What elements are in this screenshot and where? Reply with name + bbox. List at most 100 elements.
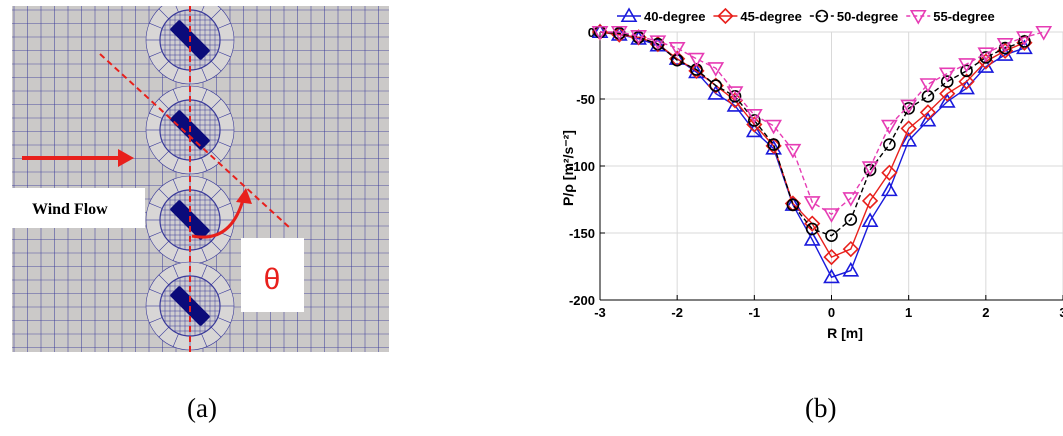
data-point-55-degree (996, 38, 1014, 53)
legend-marker (717, 7, 734, 25)
data-point-50-degree (728, 90, 742, 103)
data-point-45-degree (958, 73, 975, 90)
angle-arc (191, 195, 246, 239)
series-line-50-degree (599, 31, 1025, 237)
x-tick-label: -3 (594, 305, 606, 320)
pressure-chart: -3 -2 -1 0 1 2 3 -200 -150 -100 -50 0 40-degree 45-d… (560, 7, 1063, 341)
flow-annotations (22, 6, 291, 352)
data-point-50-degree (748, 114, 761, 127)
caption-a: (a) (187, 393, 217, 423)
pressure-chart-panel: -3 -2 -1 0 1 2 3 -200 -150 -100 -50 0 40-degree 45-d… (545, 0, 1063, 345)
chart-axes: -3 -2 -1 0 1 2 3 -200 -150 -100 -50 0 (569, 25, 1063, 320)
data-point-55-degree (900, 99, 918, 115)
data-point-55-degree (977, 47, 995, 63)
data-point-40-degree (842, 261, 860, 277)
data-point-40-degree (958, 79, 975, 95)
x-tick-label: -1 (749, 305, 761, 320)
data-point-55-degree (861, 161, 879, 176)
data-point-45-degree (996, 42, 1014, 59)
chart-series (591, 23, 1053, 284)
legend-marker (620, 7, 638, 23)
data-point-50-degree (825, 229, 838, 242)
data-point-55-degree (668, 42, 686, 57)
data-point-55-degree (688, 52, 705, 68)
data-point-55-degree (630, 29, 647, 45)
data-point-40-degree (861, 212, 879, 227)
angle-label: θ (241, 238, 304, 312)
y-tick-label: -150 (569, 226, 595, 241)
legend-label: 55-degree (933, 9, 994, 24)
data-point-40-degree (880, 181, 898, 197)
data-point-50-degree (940, 75, 954, 88)
legend-marker (909, 9, 927, 25)
data-point-45-degree (823, 248, 840, 266)
data-point-55-degree (591, 25, 609, 41)
data-point-50-degree (844, 213, 858, 226)
wind-arrow-head (118, 149, 134, 167)
angle-arrow-head (236, 188, 252, 204)
theta-symbol: θ (264, 263, 281, 296)
data-point-40-degree (900, 131, 918, 147)
data-point-45-degree (842, 240, 859, 258)
legend-item-40-degree: 40-degree (617, 7, 705, 24)
data-point-55-degree (707, 62, 725, 77)
data-point-55-degree (1016, 31, 1033, 46)
data-point-55-degree (610, 25, 628, 41)
blade-angle-line (99, 53, 291, 229)
x-tick-label: 3 (1059, 305, 1063, 320)
data-point-55-degree (919, 78, 937, 93)
data-point-45-degree (900, 120, 917, 137)
data-point-50-degree (998, 41, 1012, 55)
legend-label: 50-degree (837, 9, 898, 24)
x-tick-label: -2 (671, 305, 683, 320)
data-point-50-degree (767, 138, 780, 151)
y-tick-label: -200 (569, 293, 595, 308)
data-point-55-degree (823, 208, 840, 223)
data-point-50-degree (979, 51, 993, 64)
data-point-50-degree (786, 198, 800, 212)
data-point-45-degree (939, 85, 956, 102)
data-point-50-degree (1018, 35, 1031, 48)
x-tick-label: 0 (828, 305, 835, 320)
data-point-45-degree (804, 215, 821, 232)
y-tick-label: -100 (569, 159, 595, 174)
series-55-degree (591, 25, 1053, 223)
legend-marker (815, 9, 829, 23)
data-point-55-degree (842, 192, 860, 207)
data-point-55-degree (765, 119, 783, 135)
mesh-panel: Wind Flow θ (12, 0, 389, 352)
series-line-55-degree (600, 31, 1044, 216)
data-point-55-degree (784, 143, 802, 159)
mesh-illustration: Wind Flow θ (12, 0, 389, 352)
data-point-55-degree (726, 86, 744, 101)
data-point-45-degree (881, 164, 898, 181)
data-point-50-degree (960, 64, 973, 78)
y-axis-label: P/ρ [m²/s⁻²] (560, 130, 576, 206)
data-point-40-degree (823, 268, 840, 284)
wind-flow-label: Wind Flow (12, 188, 145, 228)
data-point-55-degree (958, 58, 975, 73)
data-point-55-degree (1035, 25, 1053, 41)
data-point-55-degree (745, 109, 763, 124)
data-point-55-degree (803, 196, 821, 211)
data-point-50-degree (690, 63, 703, 76)
legend-label: 45-degree (740, 9, 801, 24)
chart-legend: 40-degree 45-degree 50-degree 55-degree (617, 7, 995, 25)
legend-item-50-degree: 50-degree (809, 9, 898, 24)
data-point-50-degree (709, 79, 723, 92)
data-point-45-degree (861, 192, 879, 209)
data-point-40-degree (919, 111, 937, 127)
legend-item-55-degree: 55-degree (906, 9, 995, 25)
legend-item-45-degree: 45-degree (713, 7, 802, 25)
data-point-55-degree (880, 119, 898, 135)
caption-b: (b) (805, 393, 837, 423)
series-50-degree (593, 25, 1031, 242)
data-point-55-degree (938, 67, 956, 83)
x-tick-label: 1 (905, 305, 912, 320)
data-point-55-degree (649, 35, 667, 50)
legend-label: 40-degree (644, 9, 705, 24)
data-point-50-degree (805, 222, 819, 236)
wind-flow-text: Wind Flow (32, 201, 108, 218)
x-tick-label: 2 (982, 305, 989, 320)
data-point-40-degree (745, 122, 763, 138)
